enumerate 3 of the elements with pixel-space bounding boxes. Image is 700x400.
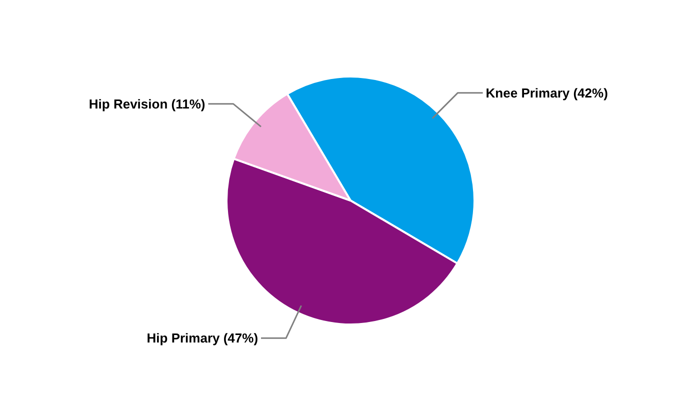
slice-label: Knee Primary (42%)	[486, 85, 608, 100]
slice-label: Hip Primary (47%)	[146, 330, 258, 346]
slice-label: Hip Revision (11%)	[88, 96, 206, 112]
